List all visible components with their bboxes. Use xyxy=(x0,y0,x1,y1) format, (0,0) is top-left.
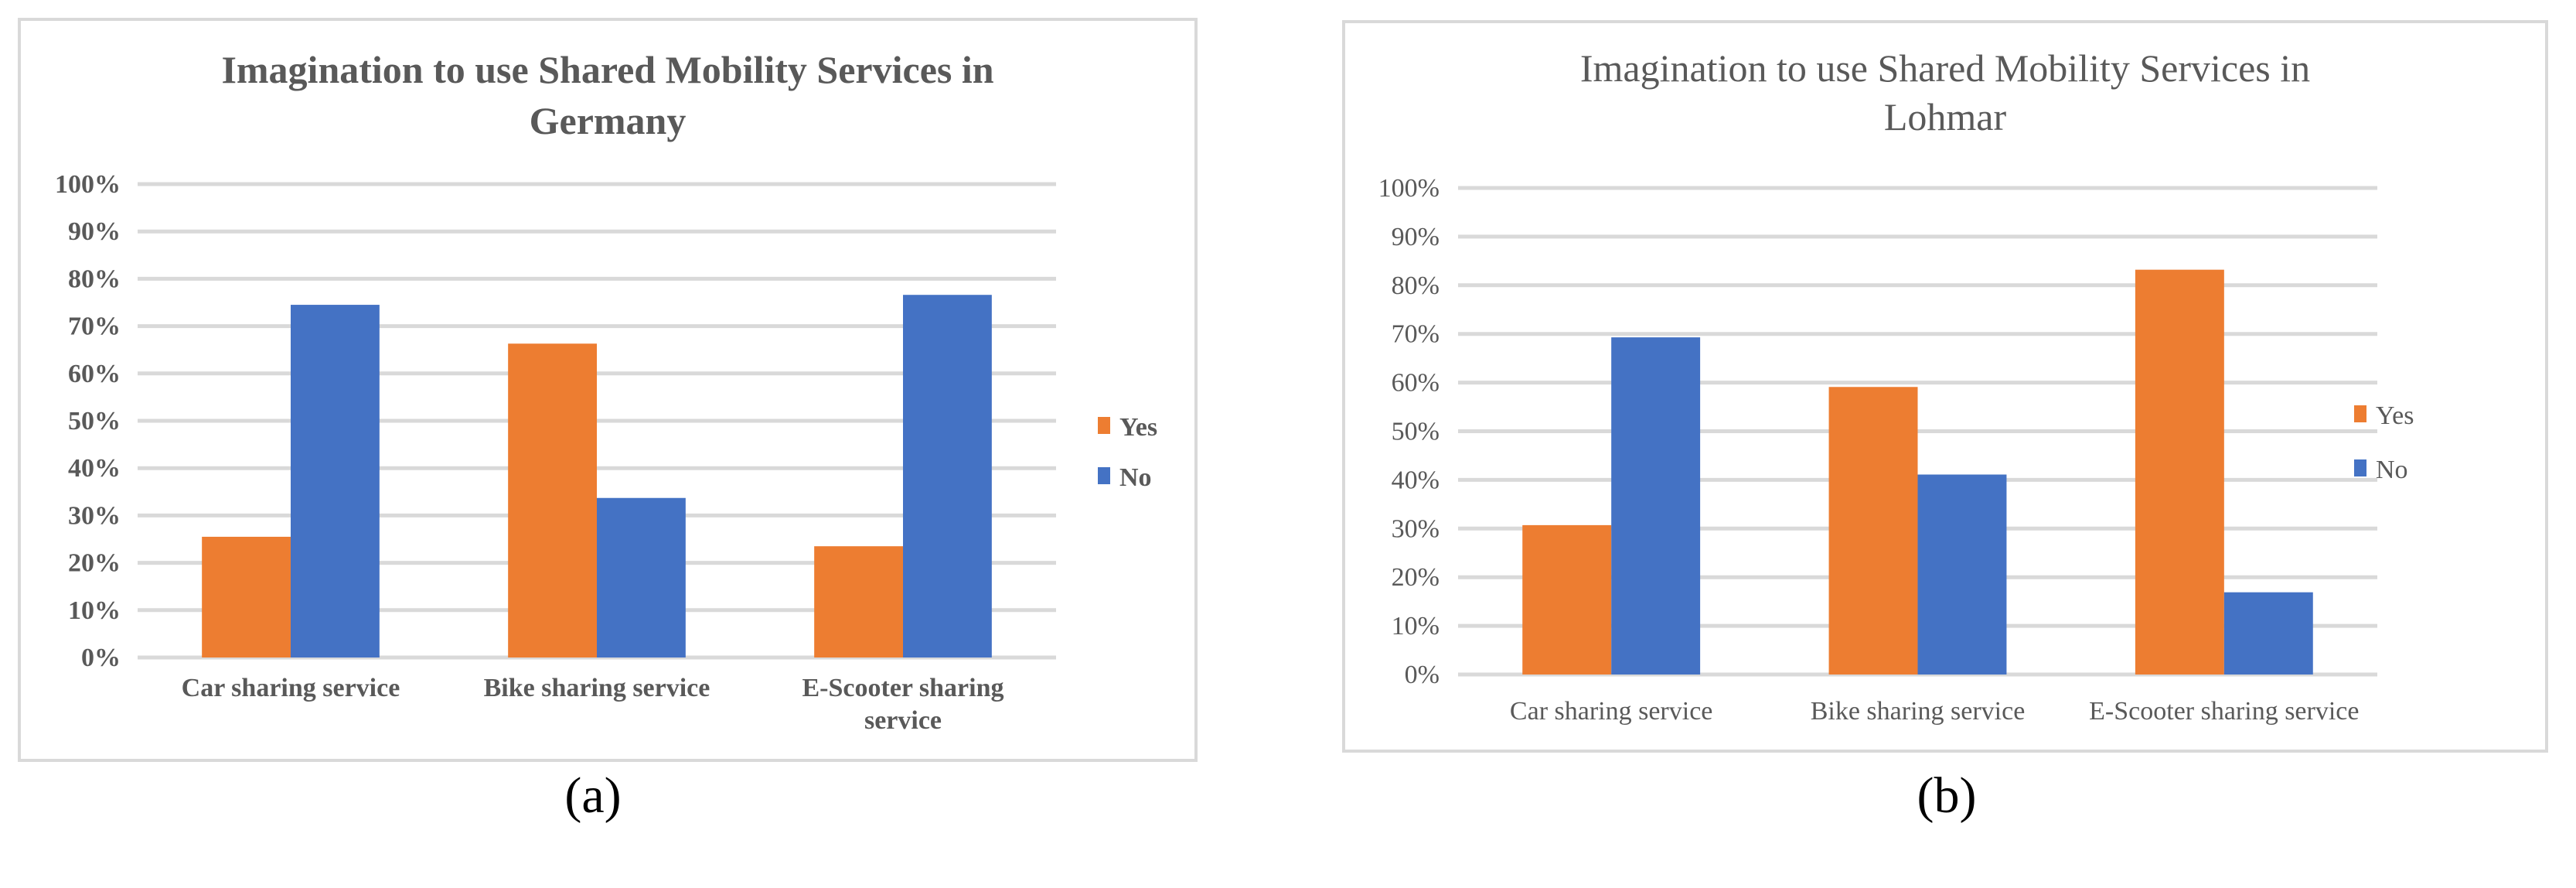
legend-swatch-no xyxy=(2354,459,2366,476)
y-tick-label: 60% xyxy=(68,360,121,388)
y-tick-label: 70% xyxy=(68,313,121,341)
legend-label: No xyxy=(1119,463,1152,492)
y-tick-label: 30% xyxy=(68,501,121,530)
bar-no xyxy=(291,305,380,657)
y-tick-label: 0% xyxy=(1405,661,1440,689)
y-tick-label: 10% xyxy=(68,596,121,625)
bar-no xyxy=(1611,337,1701,675)
y-tick-label: 30% xyxy=(1392,514,1440,543)
panel-label: (b) xyxy=(1917,767,1977,824)
y-tick-label: 20% xyxy=(68,549,121,578)
y-tick-label: 90% xyxy=(1392,223,1440,251)
x-category-label: service xyxy=(864,706,942,735)
y-tick-label: 100% xyxy=(55,170,121,199)
legend-label: Yes xyxy=(2376,401,2414,430)
legend-swatch-yes xyxy=(2354,405,2366,422)
chart-title: Imagination to use Shared Mobility Servi… xyxy=(221,48,993,91)
bar-no xyxy=(2223,592,2313,675)
bar-no xyxy=(1917,474,2007,675)
y-tick-label: 60% xyxy=(1392,369,1440,398)
bar-no xyxy=(597,497,686,657)
x-category-label: E-Scooter sharing service xyxy=(2089,697,2359,726)
x-category-label: E-Scooter sharing xyxy=(802,674,1004,702)
legend-label: No xyxy=(2376,456,2408,484)
bar-yes xyxy=(1828,387,1918,675)
chart-title: Imagination to use Shared Mobility Servi… xyxy=(1580,46,2310,90)
y-tick-label: 70% xyxy=(1392,320,1440,349)
panel-label: (a) xyxy=(564,767,621,824)
x-category-label: Bike sharing service xyxy=(1811,697,2026,726)
x-category-label: Car sharing service xyxy=(1510,697,1712,726)
chart-title: Germany xyxy=(530,99,687,142)
bar-yes xyxy=(508,343,597,657)
y-tick-label: 90% xyxy=(68,217,121,246)
y-tick-label: 80% xyxy=(68,265,121,293)
bar-yes xyxy=(1522,524,1612,675)
chart-b: Imagination to use Shared Mobility Servi… xyxy=(1342,20,2548,753)
chart-a: Imagination to use Shared Mobility Servi… xyxy=(18,18,1198,762)
y-tick-label: 40% xyxy=(1392,466,1440,494)
y-tick-label: 50% xyxy=(1392,418,1440,446)
x-category-label: Bike sharing service xyxy=(484,674,710,702)
y-tick-label: 80% xyxy=(1392,272,1440,300)
legend-swatch-no xyxy=(1098,467,1110,484)
bar-yes xyxy=(202,536,291,657)
y-tick-label: 0% xyxy=(81,644,121,672)
chart-title: Lohmar xyxy=(1884,95,2007,138)
legend-label: Yes xyxy=(1119,413,1157,442)
bar-yes xyxy=(814,546,903,657)
y-tick-label: 50% xyxy=(68,407,121,435)
y-tick-label: 40% xyxy=(68,454,121,483)
x-category-label: Car sharing service xyxy=(182,674,400,702)
bar-no xyxy=(903,295,992,657)
y-tick-label: 100% xyxy=(1378,174,1440,203)
bar-yes xyxy=(2135,269,2224,675)
y-tick-label: 10% xyxy=(1392,612,1440,640)
legend-swatch-yes xyxy=(1098,417,1110,434)
y-tick-label: 20% xyxy=(1392,563,1440,592)
